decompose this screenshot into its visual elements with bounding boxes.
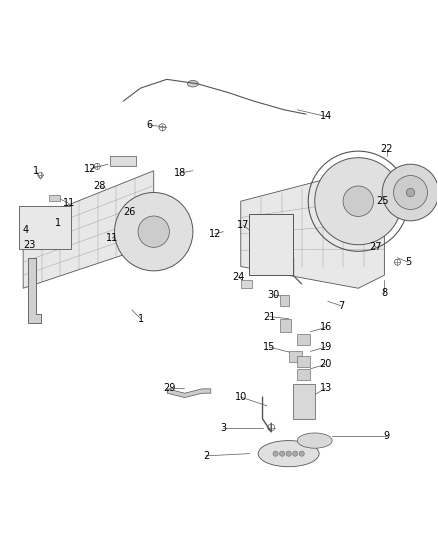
Text: 12: 12 — [85, 164, 97, 174]
Bar — [19, 206, 71, 249]
Bar — [297, 356, 311, 367]
Text: 9: 9 — [384, 431, 390, 441]
Ellipse shape — [297, 433, 332, 448]
Text: 29: 29 — [163, 383, 175, 393]
Ellipse shape — [258, 441, 319, 467]
Text: 2: 2 — [203, 451, 209, 461]
Bar — [297, 369, 311, 379]
Circle shape — [393, 175, 427, 209]
Text: 15: 15 — [263, 342, 275, 352]
Circle shape — [343, 186, 374, 216]
Text: 6: 6 — [146, 120, 152, 130]
Circle shape — [382, 164, 438, 221]
Bar — [241, 279, 252, 288]
Polygon shape — [28, 258, 41, 323]
Text: 16: 16 — [319, 322, 332, 333]
Text: 22: 22 — [380, 144, 393, 154]
Text: 10: 10 — [235, 392, 247, 402]
Circle shape — [115, 192, 193, 271]
Text: 1: 1 — [33, 166, 39, 176]
Bar — [250, 214, 293, 275]
Text: 7: 7 — [338, 301, 344, 311]
Circle shape — [406, 188, 415, 197]
Polygon shape — [23, 171, 154, 288]
Text: 18: 18 — [174, 168, 186, 178]
Bar — [280, 295, 289, 305]
Bar — [293, 384, 315, 419]
Text: 13: 13 — [319, 383, 332, 393]
Text: 26: 26 — [124, 207, 136, 217]
Text: 28: 28 — [93, 181, 106, 191]
Text: 11: 11 — [63, 198, 75, 208]
Text: 17: 17 — [237, 220, 249, 230]
Text: 19: 19 — [319, 342, 332, 352]
Text: 23: 23 — [24, 240, 36, 250]
Bar — [280, 319, 291, 332]
Circle shape — [138, 216, 170, 247]
Text: 4: 4 — [22, 224, 28, 235]
Circle shape — [273, 451, 278, 456]
Bar — [289, 351, 302, 362]
Text: 1: 1 — [55, 218, 61, 228]
Text: 1: 1 — [138, 314, 144, 324]
Text: 25: 25 — [376, 196, 389, 206]
Text: 24: 24 — [233, 272, 245, 282]
Text: 5: 5 — [405, 257, 411, 267]
Text: 27: 27 — [369, 242, 382, 252]
Text: 14: 14 — [319, 111, 332, 122]
Text: 20: 20 — [319, 359, 332, 369]
Polygon shape — [241, 171, 385, 288]
Text: 3: 3 — [220, 423, 226, 433]
Text: 11: 11 — [106, 233, 119, 243]
Text: 12: 12 — [208, 229, 221, 239]
Circle shape — [286, 451, 291, 456]
Bar — [110, 156, 136, 166]
Bar — [49, 195, 60, 201]
Circle shape — [299, 451, 304, 456]
Text: 21: 21 — [263, 312, 275, 321]
Text: 8: 8 — [381, 288, 388, 297]
Text: 30: 30 — [267, 290, 279, 300]
Ellipse shape — [187, 80, 198, 87]
Circle shape — [315, 158, 402, 245]
Circle shape — [293, 451, 298, 456]
Bar — [297, 334, 311, 345]
Circle shape — [279, 451, 285, 456]
